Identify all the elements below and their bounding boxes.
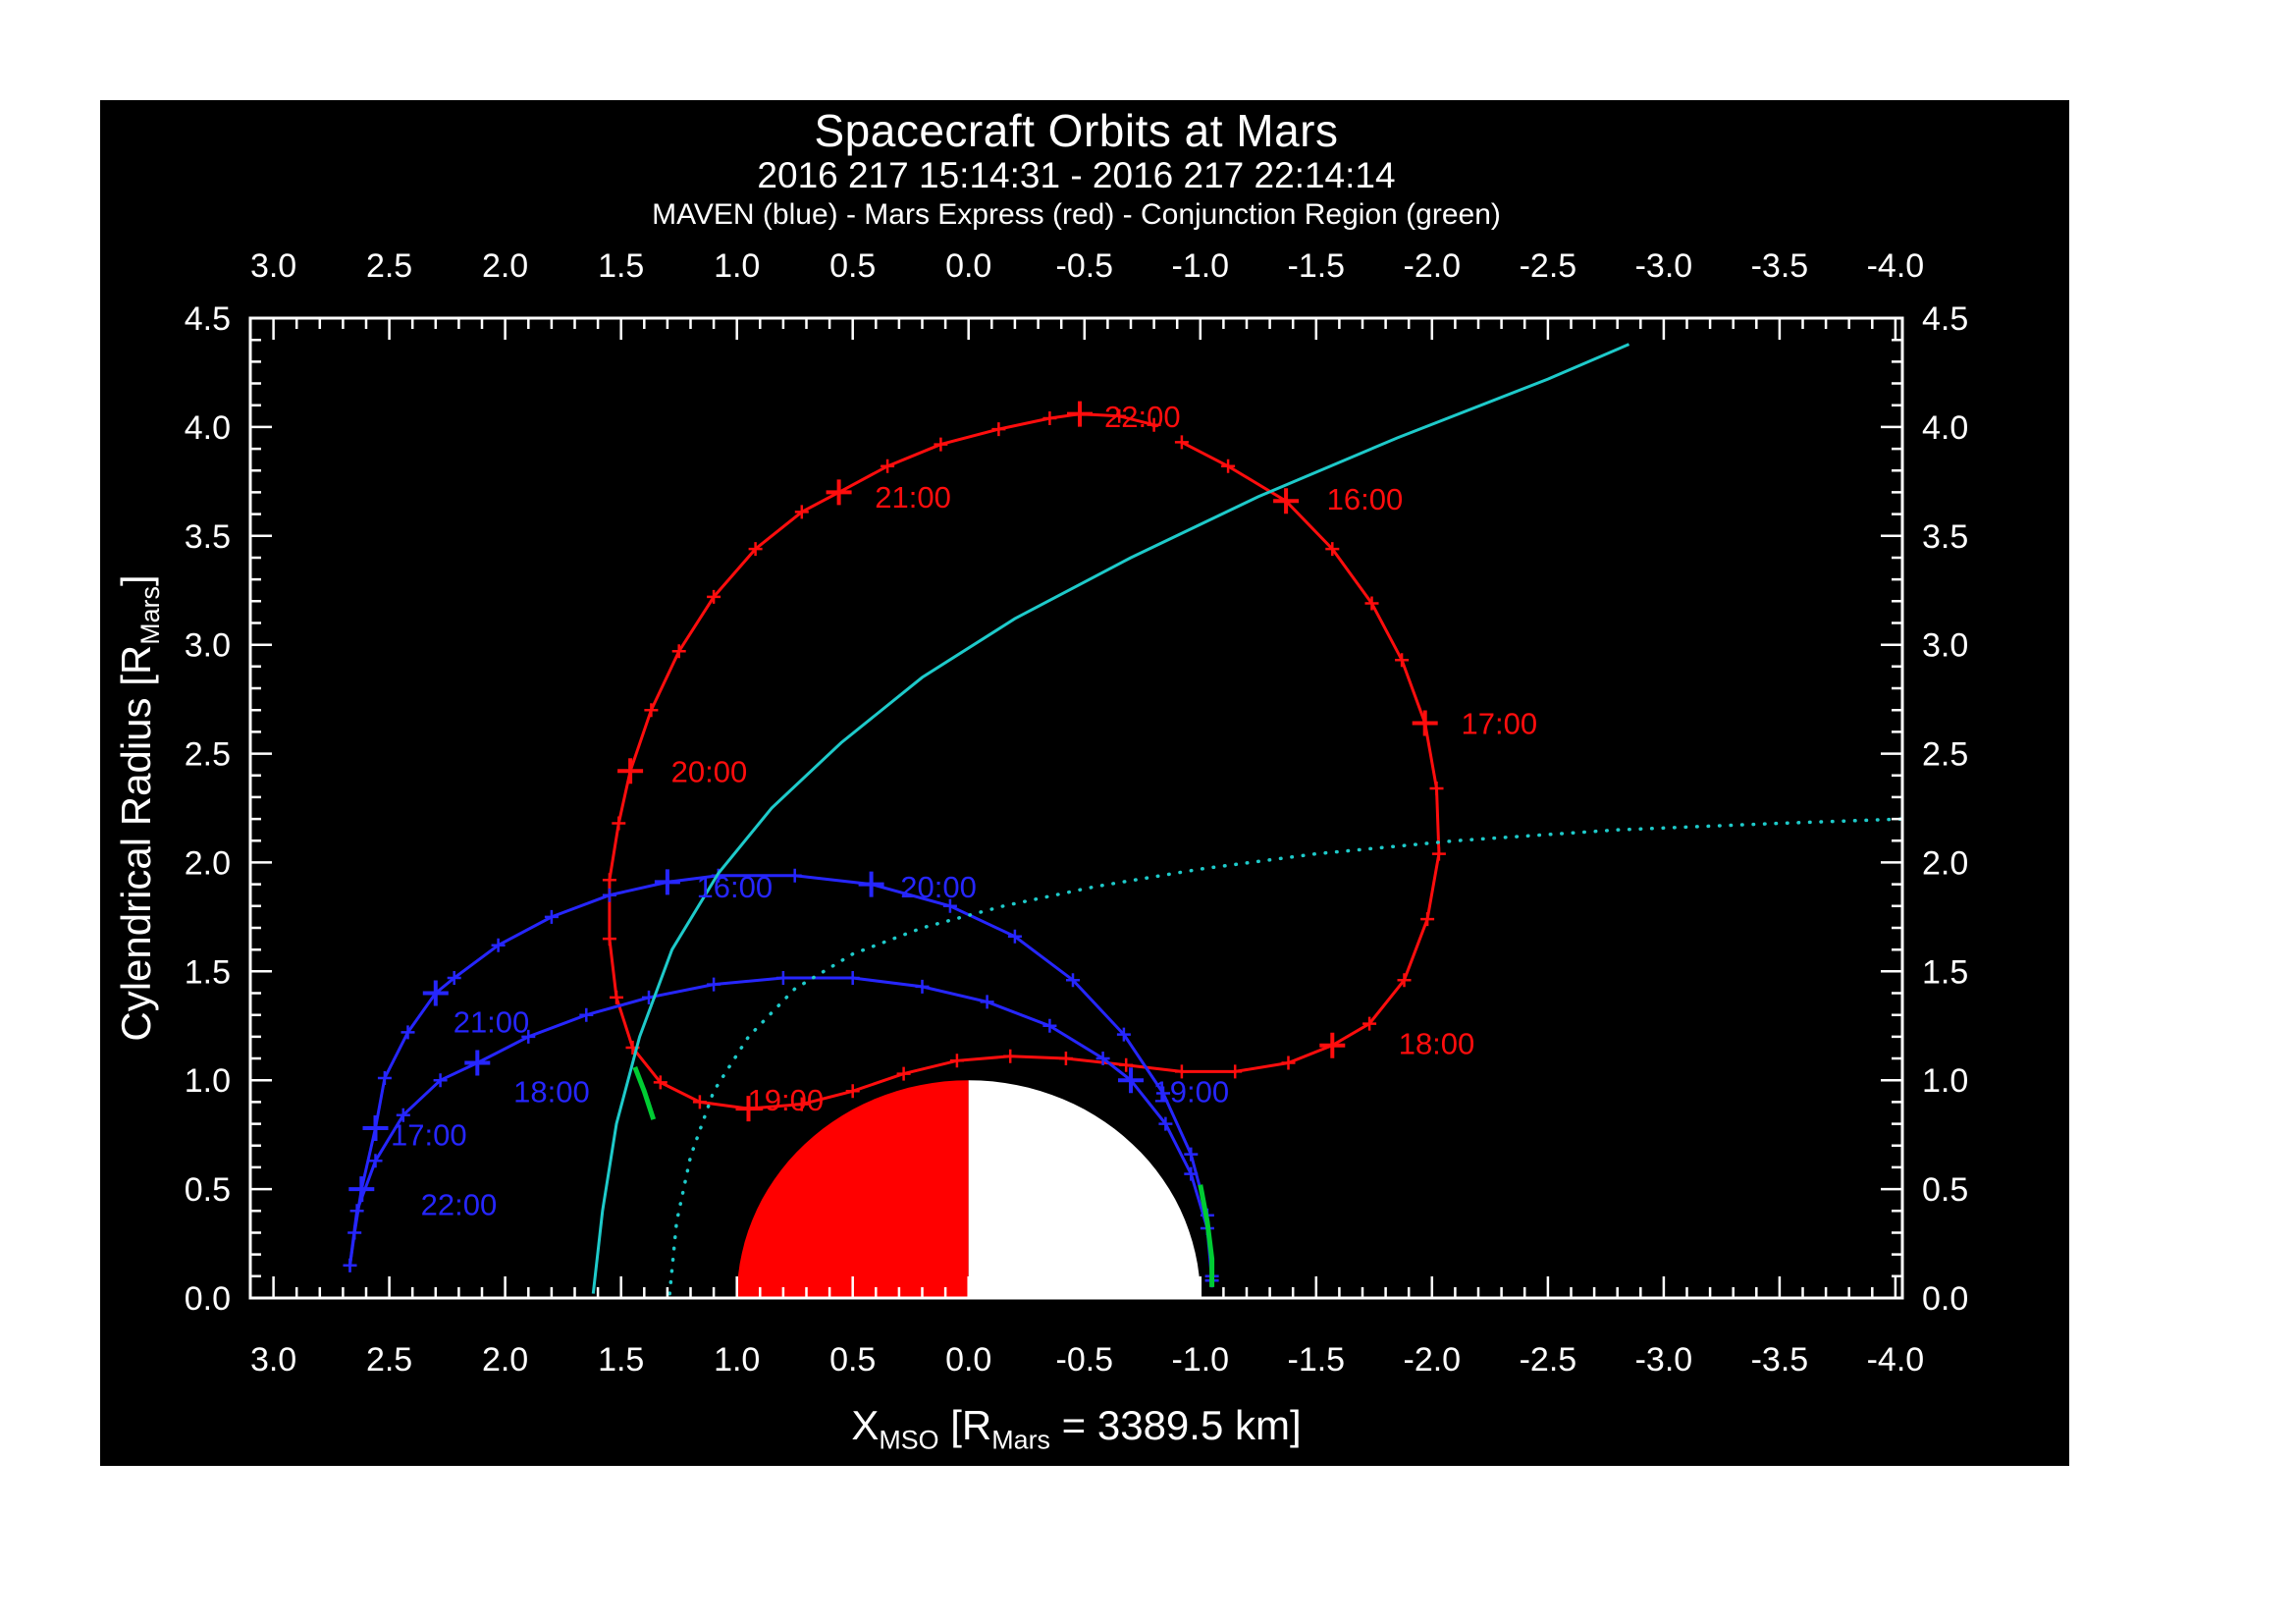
x-axis-label-sub2: Mars <box>991 1425 1050 1455</box>
y-tick-label-left: 1.5 <box>185 953 231 991</box>
x-tick-label-bottom: 1.0 <box>714 1341 760 1379</box>
maven-time-label: 16:00 <box>697 870 774 904</box>
x-tick-label-bottom: 1.5 <box>598 1341 644 1379</box>
x-tick-label-top: 2.5 <box>366 247 412 285</box>
y-tick-label-left: 0.5 <box>185 1171 231 1209</box>
x-tick-label-bottom: -3.5 <box>1751 1341 1809 1379</box>
x-tick-label-top: -4.0 <box>1867 247 1925 285</box>
x-axis-label-units: = 3389.5 km] <box>1049 1402 1302 1448</box>
mars_express-time-label: 18:00 <box>1399 1027 1475 1061</box>
x-tick-label-bottom: -2.5 <box>1520 1341 1577 1379</box>
x-tick-label-top: 1.0 <box>714 247 760 285</box>
mars_express-time-label: 21:00 <box>875 480 951 514</box>
y-tick-label-left: 4.5 <box>185 300 231 338</box>
y-tick-label-right: 4.0 <box>1922 409 1968 447</box>
y-tick-label-left: 4.0 <box>185 409 231 447</box>
maven-time-label: 20:00 <box>900 870 977 904</box>
maven-hour-markers <box>348 869 1144 1203</box>
series-conjunction-region-2 <box>1198 1184 1215 1287</box>
y-tick-label-left: 2.0 <box>185 844 231 882</box>
y-tick-label-left: 3.0 <box>185 627 231 665</box>
y-tick-label-right: 3.0 <box>1922 627 1968 665</box>
y-tick-label-left: 3.5 <box>185 518 231 556</box>
x-tick-label-top: -0.5 <box>1056 247 1114 285</box>
x-tick-label-top: -2.0 <box>1404 247 1462 285</box>
plot-time-range: 2016 217 15:14:31 - 2016 217 22:14:14 <box>757 155 1396 195</box>
mars_express-time-label: 20:00 <box>671 754 748 788</box>
x-tick-label-bottom: 0.0 <box>945 1341 991 1379</box>
plot-frame <box>248 316 1904 1300</box>
y-axis-label-sub: Mars <box>135 586 166 645</box>
x-axis-label-mid: [R <box>938 1402 992 1448</box>
x-axis-label-main: X <box>851 1402 880 1448</box>
series-bow-shock-boundary <box>591 343 1630 1294</box>
x-tick-label-top: -3.5 <box>1751 247 1809 285</box>
x-tick-label-top: -3.0 <box>1635 247 1693 285</box>
mars_express-hour-markers <box>617 401 1438 1122</box>
maven-time-label: 19:00 <box>1153 1074 1230 1109</box>
y-tick-label-left: 0.0 <box>185 1280 231 1318</box>
x-tick-label-bottom: 2.5 <box>366 1341 412 1379</box>
x-tick-label-top: 1.5 <box>598 247 644 285</box>
x-tick-label-bottom: -1.0 <box>1172 1341 1230 1379</box>
y-tick-label-right: 4.5 <box>1922 300 1968 338</box>
x-tick-label-top: 3.0 <box>250 247 296 285</box>
x-tick-label-bottom: -2.0 <box>1404 1341 1462 1379</box>
y-tick-label-right: 3.5 <box>1922 518 1968 556</box>
x-tick-label-top: -1.5 <box>1288 247 1346 285</box>
y-axis-label-main: Cylendrical Radius [R <box>112 644 159 1042</box>
x-tick-label-bottom: 2.0 <box>482 1341 528 1379</box>
x-tick-label-bottom: -3.0 <box>1635 1341 1693 1379</box>
y-tick-label-left: 2.5 <box>185 736 231 774</box>
y-axis-label: Cylendrical Radius [RMars] <box>113 574 166 1041</box>
y-tick-label-left: 1.0 <box>185 1062 231 1100</box>
plot-title: Spacecraft Orbits at Mars <box>814 105 1339 156</box>
mars_express-time-label: 19:00 <box>748 1083 825 1117</box>
series-conjunction-region-1 <box>632 1065 657 1120</box>
plot-legend: MAVEN (blue) - Mars Express (red) - Conj… <box>652 198 1501 231</box>
x-tick-label-top: -2.5 <box>1520 247 1577 285</box>
y-tick-label-right: 1.0 <box>1922 1062 1968 1100</box>
x-tick-label-top: 0.5 <box>829 247 876 285</box>
x-tick-label-top: 0.0 <box>945 247 991 285</box>
mars_express-time-label: 17:00 <box>1462 707 1538 741</box>
y-tick-label-right: 1.5 <box>1922 953 1968 991</box>
x-axis-label-sub1: MSO <box>879 1425 939 1455</box>
maven-time-label: 18:00 <box>513 1074 590 1109</box>
mars_express-time-label: 16:00 <box>1327 482 1404 516</box>
x-tick-label-bottom: -0.5 <box>1056 1341 1114 1379</box>
y-tick-label-right: 2.5 <box>1922 736 1968 774</box>
y-tick-label-right: 0.5 <box>1922 1171 1968 1209</box>
series-mars-express-orbit-time-ticks <box>602 406 1446 1116</box>
y-tick-label-right: 0.0 <box>1922 1280 1968 1318</box>
axis-ticks <box>248 316 1902 1300</box>
x-tick-label-bottom: -1.5 <box>1288 1341 1346 1379</box>
x-tick-label-top: 2.0 <box>482 247 528 285</box>
mars_express-time-label: 22:00 <box>1104 400 1181 434</box>
y-tick-label-right: 2.0 <box>1922 844 1968 882</box>
y-axis-label-close: ] <box>112 574 159 587</box>
plot-content <box>343 343 1902 1298</box>
maven-time-label: 22:00 <box>421 1188 498 1222</box>
x-axis-label: XMSO [RMars = 3389.5 km] <box>250 1402 1902 1455</box>
x-tick-label-bottom: -4.0 <box>1867 1341 1925 1379</box>
maven-time-label: 21:00 <box>454 1004 530 1039</box>
x-tick-label-bottom: 0.5 <box>829 1341 876 1379</box>
x-tick-label-bottom: 3.0 <box>250 1341 296 1379</box>
maven-time-label: 17:00 <box>391 1118 467 1153</box>
x-tick-label-top: -1.0 <box>1172 247 1230 285</box>
mars-dayside <box>736 1080 969 1298</box>
mars-nightside <box>968 1080 1201 1298</box>
